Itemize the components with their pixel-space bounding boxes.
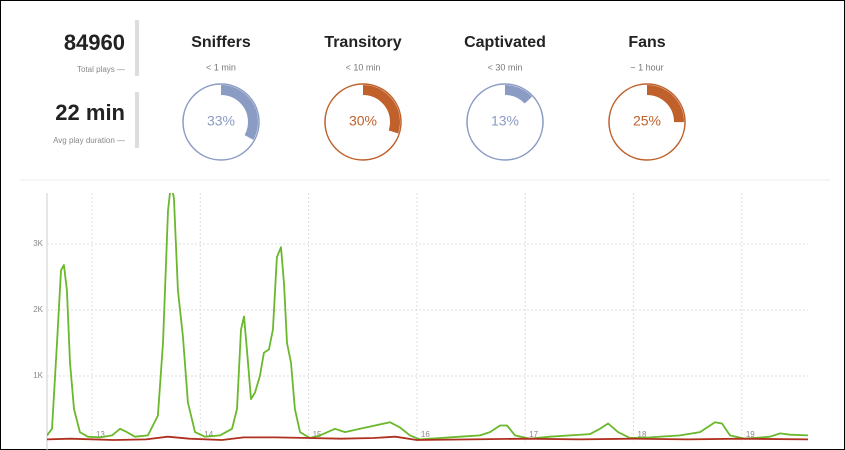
gauge-label: 25%	[633, 113, 661, 129]
gauge-label: 33%	[207, 113, 235, 129]
x-tick-label: 17	[529, 430, 538, 439]
x-tick-label: 13	[96, 430, 105, 439]
gauge-label: 13%	[491, 113, 519, 129]
series-line	[47, 193, 808, 441]
gauge-title: Transitory	[324, 34, 401, 51]
gauge-subtitle: ~ 1 hour	[630, 62, 663, 72]
gauge-arc	[326, 85, 400, 159]
gauge-title: Sniffers	[191, 34, 251, 51]
stat-bar	[135, 92, 139, 148]
x-tick-label: 19	[746, 430, 755, 439]
y-tick-label: 2K	[33, 305, 43, 314]
gauge-label: 30%	[349, 113, 377, 129]
gauge-subtitle: < 1 min	[206, 62, 236, 72]
gauge-subtitle: < 10 min	[346, 62, 381, 72]
stat-label: Total plays —	[77, 65, 125, 74]
gauge-subtitle: < 30 min	[488, 62, 523, 72]
x-tick-label: 18	[638, 430, 647, 439]
series-line	[47, 435, 808, 441]
stat-label: Avg play duration —	[53, 136, 125, 145]
gauge-ring	[324, 83, 402, 161]
y-tick-label: 1K	[33, 371, 43, 380]
gauge-arc	[468, 85, 542, 159]
gauge-title: Captivated	[464, 34, 546, 51]
stat-value: 84960	[64, 30, 125, 55]
gauge-title: Fans	[628, 34, 665, 51]
gauge-arc	[184, 85, 258, 159]
gauge-ring	[466, 83, 544, 161]
gauge-ring	[182, 83, 260, 161]
gauge-arc	[610, 85, 684, 159]
x-tick-label: 16	[421, 430, 430, 439]
x-tick-label: 14	[204, 430, 213, 439]
x-tick-label: 15	[313, 430, 322, 439]
gauge-ring	[608, 83, 686, 161]
stat-bar	[135, 20, 139, 76]
stat-value: 22 min	[55, 100, 125, 125]
y-tick-label: 3K	[33, 239, 43, 248]
